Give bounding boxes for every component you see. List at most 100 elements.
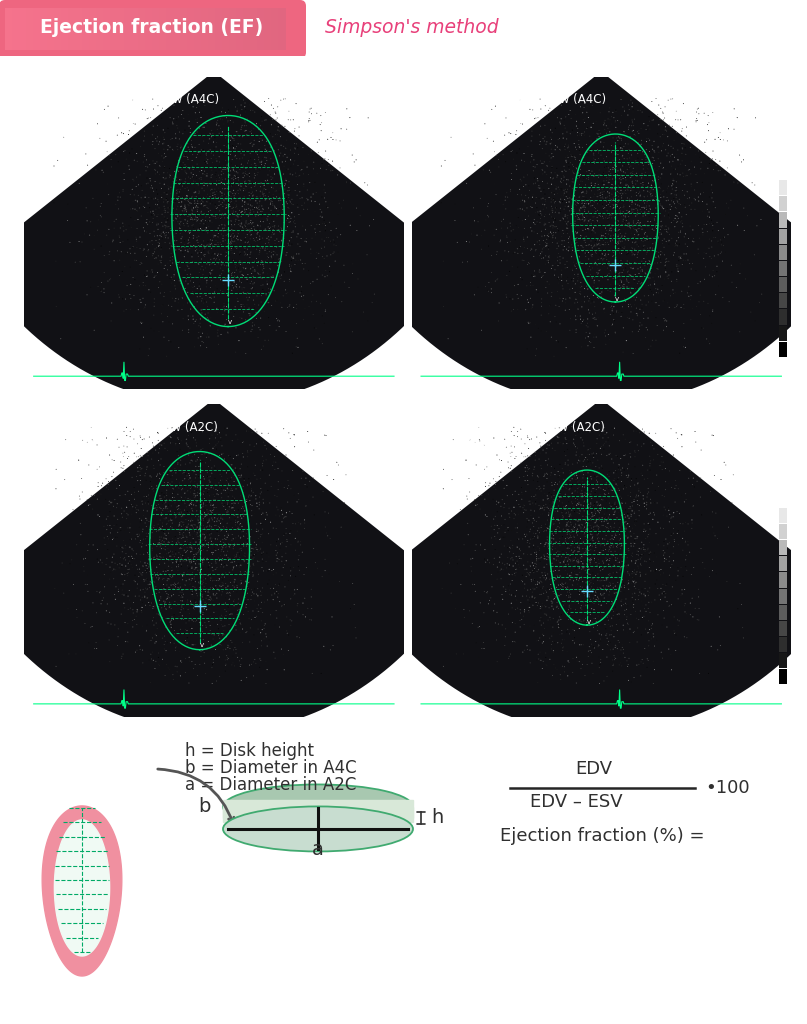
Point <box>174 547 186 563</box>
Point <box>236 129 249 145</box>
Point <box>649 167 662 183</box>
Point <box>550 552 562 568</box>
Point <box>627 625 640 641</box>
Point <box>297 311 310 328</box>
Point <box>128 567 141 584</box>
Point <box>309 554 322 570</box>
Point <box>613 175 625 191</box>
Point <box>251 232 264 249</box>
Point <box>282 572 295 589</box>
Point <box>567 543 579 559</box>
Point <box>573 543 586 559</box>
Point <box>205 596 218 612</box>
Point <box>192 256 205 272</box>
Point <box>546 257 559 273</box>
Point <box>149 201 162 217</box>
Point <box>583 293 596 309</box>
Point <box>580 275 593 292</box>
Point <box>586 249 599 265</box>
Point <box>657 454 670 470</box>
Point <box>176 189 189 206</box>
Point <box>613 130 626 146</box>
Point <box>561 547 574 563</box>
Point <box>165 271 178 288</box>
Point <box>534 652 547 669</box>
Point <box>584 457 597 473</box>
Point <box>627 260 640 276</box>
Point <box>667 132 680 148</box>
Point <box>600 503 613 519</box>
Point <box>481 207 494 223</box>
Point <box>547 644 560 660</box>
Point <box>623 266 636 283</box>
Text: h: h <box>431 808 443 827</box>
Point <box>638 573 651 590</box>
Point <box>124 209 137 225</box>
Point <box>286 205 299 221</box>
Bar <box>243 8 251 50</box>
Point <box>707 427 720 443</box>
Point <box>517 505 530 521</box>
Point <box>540 238 553 254</box>
Point <box>155 507 168 523</box>
Point <box>186 205 199 221</box>
Point <box>316 230 328 247</box>
Point <box>165 519 178 536</box>
Point <box>617 344 629 360</box>
Point <box>560 624 573 640</box>
Point <box>589 305 602 322</box>
Point <box>592 452 604 468</box>
Point <box>128 486 141 503</box>
Point <box>511 516 524 532</box>
Point <box>550 598 563 614</box>
Point <box>276 535 289 551</box>
Point <box>173 545 186 561</box>
Point <box>554 174 567 190</box>
Point <box>487 550 500 566</box>
Point <box>281 196 294 212</box>
Point <box>613 221 625 238</box>
Point <box>608 585 621 601</box>
Point <box>234 625 247 641</box>
Point <box>222 550 235 566</box>
Point <box>679 492 692 508</box>
Point <box>562 190 575 207</box>
Point <box>169 461 182 477</box>
Point <box>689 262 702 279</box>
Point <box>151 185 164 202</box>
Point <box>168 606 181 623</box>
Point <box>205 536 218 552</box>
Point <box>566 485 579 502</box>
Point <box>181 519 194 536</box>
Point <box>609 497 622 513</box>
Point <box>291 604 304 621</box>
Point <box>280 623 293 639</box>
Point <box>239 549 252 565</box>
Point <box>601 234 614 251</box>
Bar <box>40 8 48 50</box>
Point <box>539 453 552 469</box>
Point <box>207 572 220 589</box>
Point <box>162 181 175 198</box>
Point <box>129 500 142 516</box>
Point <box>555 469 568 485</box>
Point <box>211 560 224 577</box>
Point <box>613 155 625 171</box>
Point <box>256 184 269 201</box>
Point <box>608 494 621 510</box>
Point <box>184 513 197 529</box>
Point <box>607 575 620 592</box>
Point <box>671 258 684 274</box>
Point <box>594 251 607 267</box>
Point <box>200 256 213 272</box>
Point <box>596 541 608 557</box>
Point <box>638 586 650 602</box>
Point <box>238 242 251 258</box>
Point <box>506 217 519 233</box>
Point <box>165 553 178 569</box>
Point <box>566 582 579 598</box>
Point <box>178 517 190 534</box>
Point <box>259 141 272 158</box>
Point <box>178 232 190 249</box>
Point <box>642 183 654 200</box>
